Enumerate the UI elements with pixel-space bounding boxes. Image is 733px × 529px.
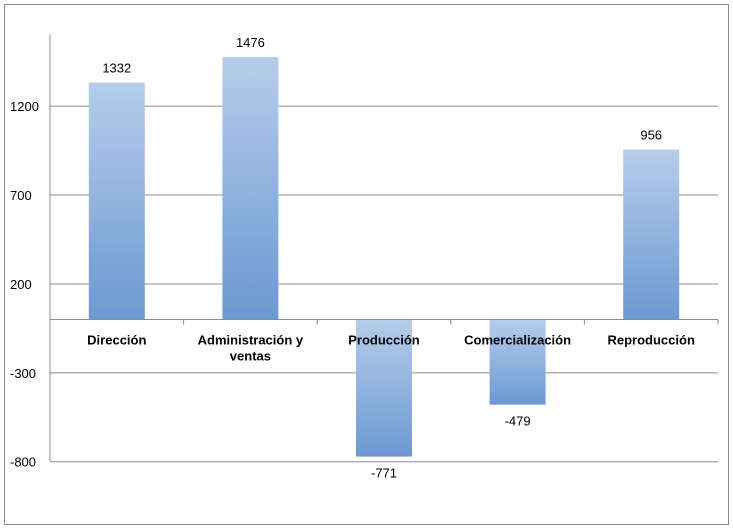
category-label: Comercialización (464, 333, 571, 348)
bar (356, 319, 412, 457)
bar (489, 319, 546, 405)
data-labels: 1332 1476 -771 -479 956 (102, 35, 662, 481)
category-label: Producción (348, 333, 420, 348)
category-label: Reproducción (607, 333, 694, 348)
y-tick-labels: -800 -300 200 700 1200 (10, 99, 39, 470)
axes (49, 34, 719, 461)
bar (623, 149, 680, 320)
y-tick-label: 200 (10, 277, 32, 292)
category-labels: Dirección Administración y ventas Producció… (87, 333, 695, 364)
category-label: Administración y ventas (198, 333, 304, 364)
data-label: 1476 (236, 35, 265, 50)
y-tick-label: 700 (10, 188, 32, 203)
bar (88, 82, 145, 320)
y-tick-label: -800 (10, 455, 36, 470)
category-label: Dirección (87, 333, 146, 348)
data-label: 956 (640, 128, 662, 143)
y-tick-label: -300 (10, 366, 36, 381)
y-tick-label: 1200 (10, 99, 39, 114)
bar (222, 57, 279, 320)
data-label: -771 (371, 466, 397, 481)
data-label: 1332 (102, 61, 131, 76)
bars (88, 57, 680, 457)
data-label: -479 (505, 414, 531, 429)
